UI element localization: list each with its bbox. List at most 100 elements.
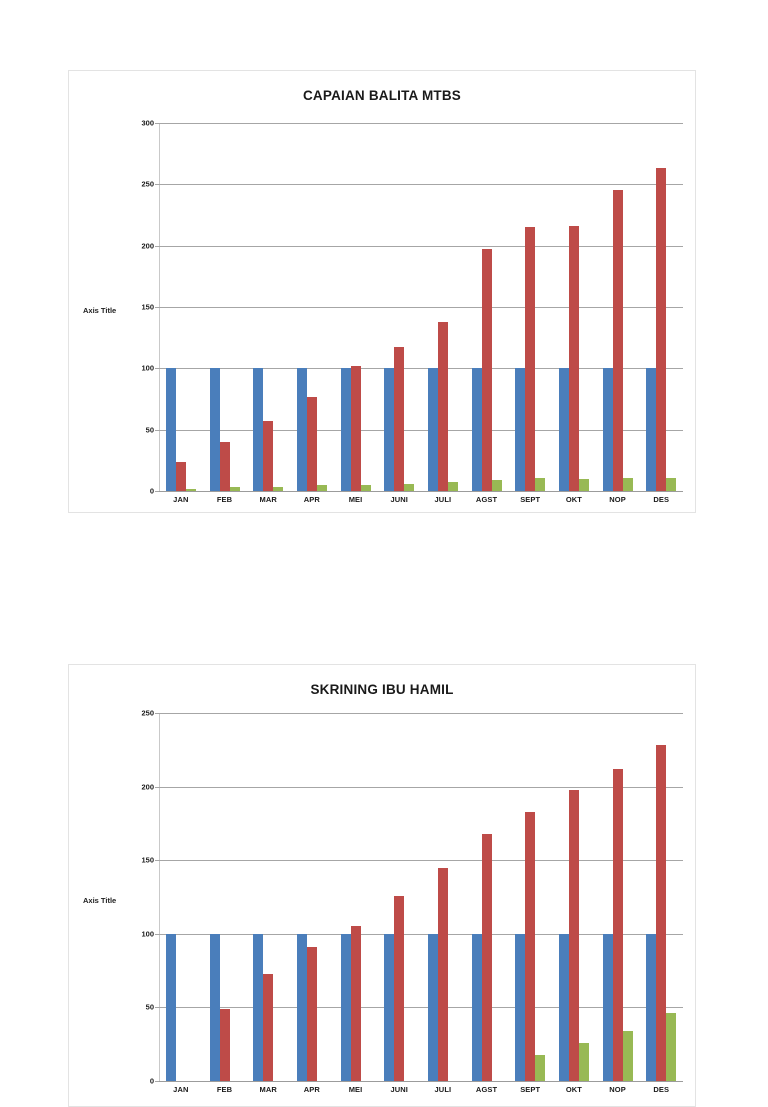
- bar-group-inner: [552, 713, 596, 1081]
- y-tick-label: 50: [145, 425, 154, 435]
- y-tick-mark: [155, 860, 159, 862]
- bar-group: [203, 713, 247, 1081]
- bar-group: [290, 713, 334, 1081]
- bar-group: [596, 713, 640, 1081]
- bar-group-inner: [290, 123, 334, 491]
- bar-series-group: [159, 713, 683, 1081]
- bar-capaian: [481, 833, 492, 1081]
- y-tick-label: 0: [149, 1076, 154, 1086]
- bar-group-inner: [552, 123, 596, 491]
- plot-area: 0 50 100 150 200 250 JAN FEB MAR APR MEI JUNI JULI A…: [141, 709, 683, 1094]
- bar-capaian: [568, 226, 579, 491]
- bar-capaian: [612, 190, 623, 491]
- y-tick-mark: [155, 184, 159, 186]
- bar-capaian: [437, 867, 448, 1081]
- bar-group-inner: [377, 713, 421, 1081]
- bar-group-inner: [639, 123, 683, 491]
- bar-target: [340, 368, 351, 491]
- bar-target: [558, 933, 569, 1081]
- bar-persentase: [229, 487, 240, 491]
- y-axis-title: Axis Title: [83, 306, 117, 315]
- y-tick-label: 250: [141, 708, 154, 718]
- x-tick-label: FEB: [216, 1085, 233, 1094]
- bar-target: [471, 368, 482, 491]
- bar-target: [384, 368, 395, 491]
- bar-group-inner: [465, 123, 509, 491]
- bar-capaian: [656, 745, 667, 1081]
- bar-group-inner: [508, 713, 552, 1081]
- x-tick-label: JAN: [173, 1085, 189, 1094]
- bar-group-inner: [159, 713, 203, 1081]
- bar-persentase: [360, 484, 371, 491]
- bar-capaian: [656, 168, 667, 491]
- gridline: [159, 368, 683, 370]
- y-axis-title: Axis Title: [83, 896, 117, 905]
- chart-card-skrining-ibu-hamil: SKRINING IBU HAMIL Axis Title 0 50 100 150 2…: [68, 664, 696, 1107]
- bar-target: [253, 933, 264, 1081]
- y-tick-label: 200: [141, 782, 154, 792]
- bar-persentase: [404, 483, 415, 491]
- gridline: [159, 933, 683, 935]
- bar-capaian: [306, 396, 317, 491]
- bar-persentase: [185, 488, 196, 491]
- bar-capaian: [568, 789, 579, 1081]
- bar-group: [465, 123, 509, 491]
- bar-group-inner: [334, 713, 378, 1081]
- y-tick-label: 150: [141, 855, 154, 865]
- bar-capaian: [263, 973, 274, 1081]
- bar-persentase: [316, 484, 327, 491]
- x-tick-label: DES: [653, 1085, 670, 1094]
- y-tick-mark: [155, 429, 159, 431]
- bar-group: [552, 713, 596, 1081]
- x-tick-label: APR: [303, 495, 320, 504]
- bar-target: [515, 368, 526, 491]
- bar-group-inner: [159, 123, 203, 491]
- y-tick-label: 200: [141, 241, 154, 251]
- bar-capaian: [219, 1008, 230, 1081]
- x-tick-label: MAR: [259, 495, 277, 504]
- bar-group: [552, 123, 596, 491]
- bar-series-group: [159, 123, 683, 491]
- bar-target: [646, 933, 657, 1081]
- bar-target: [427, 368, 438, 491]
- y-tick-mark: [155, 713, 159, 714]
- bar-capaian: [612, 768, 623, 1081]
- y-tick-label: 100: [141, 363, 154, 373]
- x-tick-label: JULI: [434, 495, 452, 504]
- y-axis-line: [159, 713, 160, 1081]
- x-tick-label: DES: [653, 495, 670, 504]
- bar-group-inner: [203, 123, 247, 491]
- bar-capaian: [219, 441, 230, 491]
- bar-capaian: [437, 321, 448, 491]
- bar-group-inner: [596, 713, 640, 1081]
- x-tick-label: FEB: [216, 495, 233, 504]
- bar-group: [639, 713, 683, 1081]
- gridline: [159, 429, 683, 431]
- bar-target: [296, 933, 307, 1081]
- bar-group-inner: [377, 123, 421, 491]
- x-tick-label: SEPT: [520, 495, 541, 504]
- bar-persentase: [535, 477, 546, 491]
- bar-capaian: [350, 926, 361, 1081]
- bar-target: [471, 933, 482, 1081]
- plot-wrapper: Axis Title 0 50 100 150 200 250 JAN FEB MAR APR M…: [69, 665, 695, 1106]
- bar-group-inner: [203, 713, 247, 1081]
- bar-target: [646, 368, 657, 491]
- bar-target: [340, 933, 351, 1081]
- bar-group-inner: [334, 123, 378, 491]
- bar-target: [384, 933, 395, 1081]
- bar-group-inner: [246, 123, 290, 491]
- bar-group: [159, 713, 203, 1081]
- bar-group: [639, 123, 683, 491]
- gridline: [159, 245, 683, 247]
- x-tick-label: NOP: [609, 1085, 626, 1094]
- gridline: [159, 860, 683, 862]
- bar-group: [596, 123, 640, 491]
- y-tick-label: 250: [141, 179, 154, 189]
- bar-group: [203, 123, 247, 491]
- x-tick-label: JAN: [173, 495, 189, 504]
- bar-group-inner: [596, 123, 640, 491]
- bar-capaian: [350, 365, 361, 491]
- x-tick-label: AGST: [475, 1085, 498, 1094]
- bar-group-inner: [421, 123, 465, 491]
